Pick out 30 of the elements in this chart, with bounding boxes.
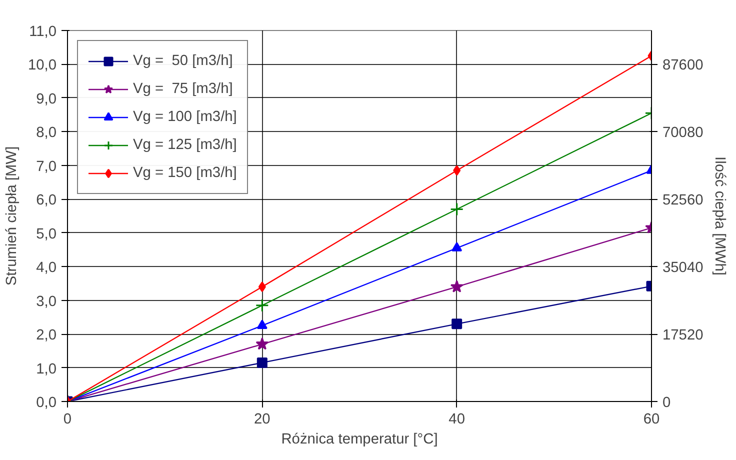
y-tick-label: 3,0 <box>36 294 56 310</box>
y2-tick-label: 0 <box>662 395 671 411</box>
y2-tick-label: 87600 <box>662 58 704 74</box>
legend-label: Vg = 50 [m3/h] <box>133 53 233 69</box>
y-tick-label: 7,0 <box>36 158 56 175</box>
y2-axis-title: Ilość ciepła [MWh] <box>711 156 728 276</box>
x-tick-label: 40 <box>448 412 465 428</box>
y-tick-label: 2,0 <box>36 328 56 344</box>
y-tick-label: 0,0 <box>36 395 56 411</box>
legend-label: Vg = 100 [m3/h] <box>133 109 237 125</box>
y-axis-title: Strumień ciepła [MW] <box>4 146 20 286</box>
y-tick-label: 8,0 <box>36 125 56 142</box>
legend-label: Vg = 150 [m3/h] <box>133 165 237 181</box>
y2-tick-label: 52560 <box>662 192 704 209</box>
y-tick-label: 6,0 <box>36 192 56 209</box>
y2-tick-label: 17520 <box>662 328 704 344</box>
legend-label: Vg = 125 [m3/h] <box>133 137 237 153</box>
x-axis-title: Różnica temperatur [°C] <box>281 432 438 448</box>
y2-tick-label: 35040 <box>662 260 704 276</box>
x-tick-label: 60 <box>643 412 660 428</box>
y-tick-label: 5,0 <box>36 226 56 242</box>
y-tick-label: 11,0 <box>29 24 56 40</box>
y2-tick-label: 70080 <box>662 125 704 142</box>
x-tick-label: 20 <box>254 412 270 428</box>
legend-label: Vg = 75 [m3/h] <box>133 81 233 97</box>
x-tick-label: 0 <box>63 412 72 428</box>
y-tick-label: 4,0 <box>36 260 56 276</box>
y-tick-label: 10,0 <box>28 58 57 74</box>
y-tick-label: 1,0 <box>36 361 56 378</box>
y-tick-label: 9,0 <box>36 91 56 108</box>
